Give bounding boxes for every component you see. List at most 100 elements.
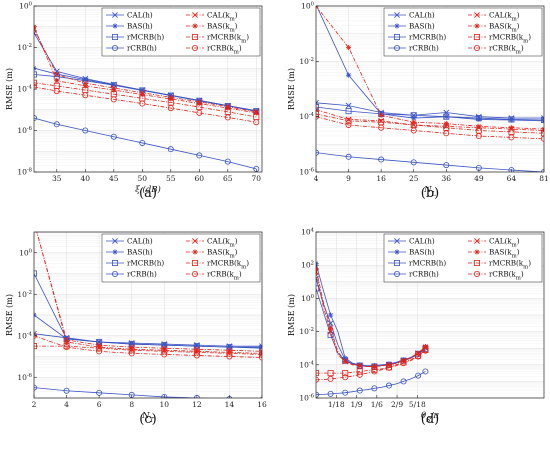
x-tick-label: 40	[81, 174, 91, 183]
y-tick-label: 10-2	[299, 57, 314, 66]
series-line-4	[34, 117, 257, 170]
data-point	[410, 159, 417, 166]
series-line-1	[316, 102, 544, 119]
y-tick-label: 100	[19, 2, 32, 11]
legend: CAL(h)BAS(h)rMCRB(h)rCRB(h)CAL(km)BAS(km…	[101, 7, 261, 57]
legend-marker	[192, 23, 198, 29]
grid	[316, 231, 544, 399]
y-tick-label: 100	[301, 294, 314, 303]
data-point	[53, 88, 60, 95]
data-point	[342, 374, 349, 381]
data-point	[34, 330, 37, 337]
data-point	[82, 127, 89, 134]
data-point	[327, 320, 334, 327]
data-point	[128, 347, 135, 354]
data-point	[167, 99, 174, 106]
y-tick-label: 10-4	[17, 85, 32, 94]
series-line-8	[316, 350, 426, 381]
data-point	[422, 347, 429, 354]
data-point	[253, 110, 259, 116]
data-point	[224, 114, 231, 121]
data-point	[161, 393, 168, 398]
legend-entry: BAS(h)	[409, 248, 435, 257]
legend-entry: BAS(h)	[409, 22, 435, 31]
legend-marker	[393, 34, 400, 41]
data-point	[371, 368, 378, 375]
series-line-5	[316, 271, 426, 367]
data-point	[139, 92, 145, 98]
legend-marker	[394, 23, 400, 29]
legend-entry: rMCRB(h)	[409, 259, 446, 268]
data-point	[34, 270, 37, 277]
x-tick-label: 1/18	[328, 400, 345, 409]
data-point	[410, 127, 417, 134]
data-point	[422, 368, 429, 375]
x-tick-label: 9	[346, 174, 351, 183]
data-point	[63, 344, 70, 351]
data-point	[541, 135, 544, 142]
series-line-8	[34, 86, 257, 123]
data-point	[168, 96, 174, 102]
series-line-3	[34, 74, 257, 112]
data-point	[345, 117, 352, 124]
series-line-6	[36, 232, 262, 354]
x-tick-label: 35	[52, 174, 62, 183]
data-point	[345, 121, 352, 128]
y-tick-label: 10-2	[299, 327, 314, 336]
grid	[34, 5, 262, 173]
legend-marker	[112, 23, 118, 29]
legend-marker	[393, 259, 400, 266]
data-point	[415, 372, 422, 379]
series-markers-8	[316, 347, 429, 383]
data-point	[327, 370, 334, 377]
series-line-3	[34, 273, 262, 349]
series-line-8	[34, 335, 262, 358]
series-markers-6	[34, 24, 259, 116]
data-point	[378, 124, 385, 131]
data-point	[34, 343, 37, 350]
legend: CAL(h)BAS(h)rMCRB(h)rCRB(h)CAL(km)BAS(km…	[383, 233, 543, 283]
x-tick-label: 60	[195, 174, 205, 183]
legend-marker	[191, 259, 198, 266]
series-line-6	[316, 268, 426, 367]
data-point	[161, 351, 168, 358]
data-point	[475, 133, 482, 140]
data-point	[82, 83, 88, 89]
data-point	[541, 130, 544, 137]
data-point	[508, 116, 515, 123]
data-point	[316, 376, 319, 383]
legend-entry: rCRB(h)	[409, 44, 439, 53]
data-point	[63, 387, 70, 394]
data-point	[196, 109, 203, 116]
x-tick-label: 49	[474, 174, 484, 183]
data-point	[443, 130, 450, 137]
data-point	[139, 100, 146, 107]
data-point	[476, 123, 482, 129]
y-axis-label: RMSE (m)	[5, 68, 14, 110]
panel-caption: (a)	[139, 186, 157, 201]
legend-marker	[473, 34, 480, 41]
x-tick-label: 5/18	[409, 400, 426, 409]
data-point	[357, 363, 363, 369]
series-group	[316, 260, 429, 398]
x-axis-label: ξ (dB)	[135, 184, 161, 195]
data-point	[378, 112, 384, 118]
x-tick-label: 50	[138, 174, 148, 183]
series-markers-8	[316, 113, 544, 142]
series-group	[34, 24, 260, 172]
data-point	[110, 96, 117, 103]
legend-marker	[112, 238, 118, 244]
series-markers-4	[316, 368, 429, 398]
legend-marker	[112, 45, 119, 52]
x-tick-label: 12	[192, 400, 202, 409]
plot-frame	[33, 231, 263, 399]
chart-panel-1: 35 40 45 50 55 60 65 70 10-8 10-6 10-4 10-2 100 ξ (dB…	[5, 2, 263, 201]
data-point	[54, 78, 60, 84]
data-point	[129, 346, 135, 352]
data-point	[161, 347, 167, 353]
series-line-8	[316, 116, 544, 140]
legend-entry: BAS(h)	[127, 248, 153, 257]
legend-marker	[473, 45, 480, 52]
data-point	[34, 71, 37, 78]
